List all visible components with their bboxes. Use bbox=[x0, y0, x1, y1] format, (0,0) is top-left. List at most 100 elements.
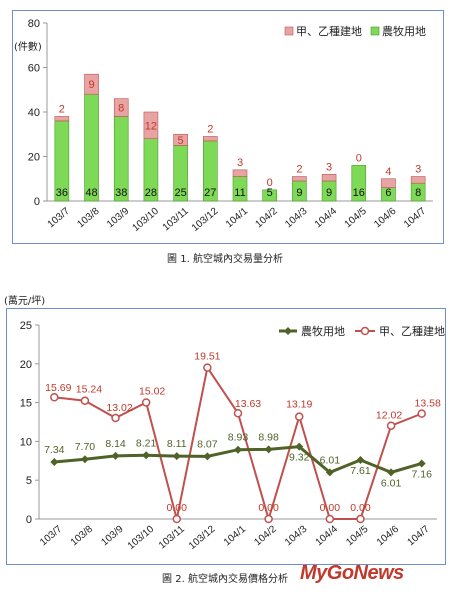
chart1-bar-building bbox=[292, 176, 307, 182]
chart2-svg: 0 5 10 15 20 25 103/7 103/8 103/9 103/10 103/11 103… bbox=[20, 320, 445, 552]
chart2-point-building bbox=[294, 412, 304, 421]
chart2-value-label-building: 13.02 bbox=[106, 402, 132, 414]
chart2-y-tick-label: 0 bbox=[26, 514, 32, 526]
chart2-x-tick-label: 104/1 bbox=[222, 524, 249, 549]
chart2-x-tick-label: 104/5 bbox=[344, 524, 371, 549]
chart1-bar-building bbox=[381, 178, 396, 188]
chart2-x-tick-label: 103/8 bbox=[69, 524, 96, 549]
chart2-point-building bbox=[141, 398, 151, 407]
chart1-bar-building bbox=[54, 116, 70, 122]
chart2-panel: 0 5 10 15 20 25 103/7 103/8 103/9 103/10 103/11 103… bbox=[6, 308, 446, 565]
chart1-y-tick-label: 60 bbox=[28, 63, 40, 75]
chart2-value-label-building: 0.00 bbox=[350, 502, 371, 514]
chart2-value-label-farmland: 7.34 bbox=[44, 444, 65, 456]
chart2-value-label-building: 13.58 bbox=[415, 398, 441, 410]
chart2-point-building bbox=[203, 363, 212, 372]
chart1-bar-farmland bbox=[351, 165, 367, 202]
chart2-point-building bbox=[111, 413, 120, 423]
chart2-point-farmland bbox=[325, 468, 334, 477]
chart2-point-farmland bbox=[387, 468, 396, 477]
chart1-value-label-building: 3 bbox=[415, 164, 421, 176]
chart1-x-tick-label: 103/9 bbox=[105, 206, 132, 231]
chart1-value-label-farmland: 11 bbox=[234, 187, 245, 199]
chart2-point-building bbox=[325, 514, 335, 524]
chart2-x-tick-label: 103/7 bbox=[38, 524, 65, 549]
chart2-y-tick-label: 20 bbox=[20, 359, 32, 371]
chart2-legend-marker-farmland bbox=[284, 327, 292, 335]
chart1-x-tick-label: 104/6 bbox=[372, 206, 399, 231]
chart2-point-farmland bbox=[111, 451, 120, 460]
chart2-y-tick-label: 10 bbox=[20, 436, 32, 448]
chart2-value-label-building: 0.00 bbox=[320, 502, 341, 514]
chart1-x-tick-label: 104/3 bbox=[283, 206, 310, 231]
chart2-y-tick-label: 25 bbox=[20, 320, 32, 332]
chart1-legend-swatch-farmland bbox=[370, 26, 380, 36]
chart2-point-building bbox=[417, 409, 426, 418]
chart2-value-label-farmland: 8.21 bbox=[136, 437, 157, 449]
chart2-x-tick-label: 103/12 bbox=[187, 524, 218, 552]
chart2-y-tick-label: 5 bbox=[26, 475, 32, 487]
chart2-point-building bbox=[172, 514, 182, 524]
chart2-value-label-farmland: 8.14 bbox=[105, 438, 126, 450]
chart1-bar-farmland bbox=[84, 93, 99, 202]
chart2-point-farmland bbox=[234, 445, 242, 454]
chart2-value-label-building: 15.69 bbox=[45, 382, 71, 394]
chart1-x-tick-label: 103/7 bbox=[46, 206, 73, 231]
chart1-y-tick-label: 80 bbox=[28, 18, 40, 30]
chart1-x-tick-label: 104/5 bbox=[343, 206, 370, 231]
chart1-value-label-farmland: 48 bbox=[85, 187, 97, 199]
chart2-x-tick-label: 104/6 bbox=[375, 524, 402, 549]
chart1-bar-building bbox=[410, 176, 426, 184]
chart1-value-label-building: 2 bbox=[296, 164, 302, 176]
chart1-value-label-building: 0 bbox=[356, 152, 362, 164]
chart1-value-label-building: 0 bbox=[267, 177, 273, 189]
chart1-value-label-farmland: 16 bbox=[353, 187, 365, 199]
chart2-x-tick-label: 103/9 bbox=[99, 524, 126, 549]
chart1-value-label-building: 3 bbox=[237, 157, 243, 169]
chart2-value-label-farmland: 7.61 bbox=[350, 465, 371, 477]
chart2-x-tick-label: 104/7 bbox=[405, 524, 432, 549]
chart1-value-label-building: 3 bbox=[326, 161, 332, 173]
chart1-value-label-farmland: 5 bbox=[267, 187, 273, 199]
chart1-bar-building bbox=[203, 136, 218, 142]
chart2-value-label-building: 12.02 bbox=[376, 410, 402, 422]
chart2-point-farmland bbox=[264, 445, 273, 454]
chart2-point-building bbox=[356, 514, 365, 524]
chart1-value-label-farmland: 27 bbox=[204, 187, 216, 199]
chart2-y-tick-label: 15 bbox=[20, 398, 32, 410]
chart2-value-label-farmland: 8.07 bbox=[197, 438, 218, 450]
chart2-value-label-building: 13.63 bbox=[235, 398, 261, 410]
chart1-value-label-farmland: 6 bbox=[385, 187, 391, 199]
chart1-y-unit: (件數) bbox=[14, 42, 42, 53]
chart1-svg: 020406080362103/7489103/8388103/92812103… bbox=[28, 18, 433, 234]
chart1-y-tick-label: 20 bbox=[28, 152, 40, 164]
chart2-legend-label-farmland: 農牧用地 bbox=[301, 324, 345, 338]
chart1-value-label-farmland: 38 bbox=[115, 187, 127, 199]
chart2-value-label-farmland: 6.01 bbox=[320, 454, 341, 466]
chart2-value-label-farmland: 8.98 bbox=[258, 431, 279, 443]
chart1-x-tick-label: 104/1 bbox=[224, 206, 251, 231]
chart2-point-farmland bbox=[203, 452, 212, 461]
chart2-legend-label-building: 甲、乙種建地 bbox=[379, 324, 445, 338]
chart2-value-label-building: 19.51 bbox=[194, 351, 220, 363]
chart1-value-label-farmland: 9 bbox=[296, 187, 302, 199]
chart2-value-label-farmland: 7.70 bbox=[75, 441, 96, 453]
chart1-legend-label-building: 甲、乙種建地 bbox=[296, 24, 362, 38]
chart2-point-farmland bbox=[172, 452, 181, 461]
chart2-x-tick-label: 104/3 bbox=[283, 524, 310, 549]
chart1-bar-building bbox=[173, 133, 188, 146]
chart1-x-tick-label: 104/2 bbox=[253, 206, 280, 231]
chart1-value-label-building: 5 bbox=[178, 135, 184, 147]
chart2-x-tick-label: 103/11 bbox=[157, 523, 187, 551]
chart1-y-tick-label: 40 bbox=[28, 107, 40, 119]
chart1-x-tick-label: 103/10 bbox=[130, 206, 161, 234]
chart2-point-farmland bbox=[142, 451, 151, 460]
chart1-caption: 圖 1. 航空城內交易量分析 bbox=[167, 254, 283, 265]
chart1-bar-building bbox=[232, 169, 248, 177]
chart2-point-building bbox=[50, 392, 59, 402]
chart1-value-label-building: 8 bbox=[118, 103, 124, 115]
chart2-value-label-building: 13.19 bbox=[286, 399, 312, 411]
chart2-value-label-farmland: 6.01 bbox=[381, 477, 402, 489]
chart2-point-farmland bbox=[80, 455, 89, 464]
chart1-bar-building bbox=[113, 98, 129, 117]
